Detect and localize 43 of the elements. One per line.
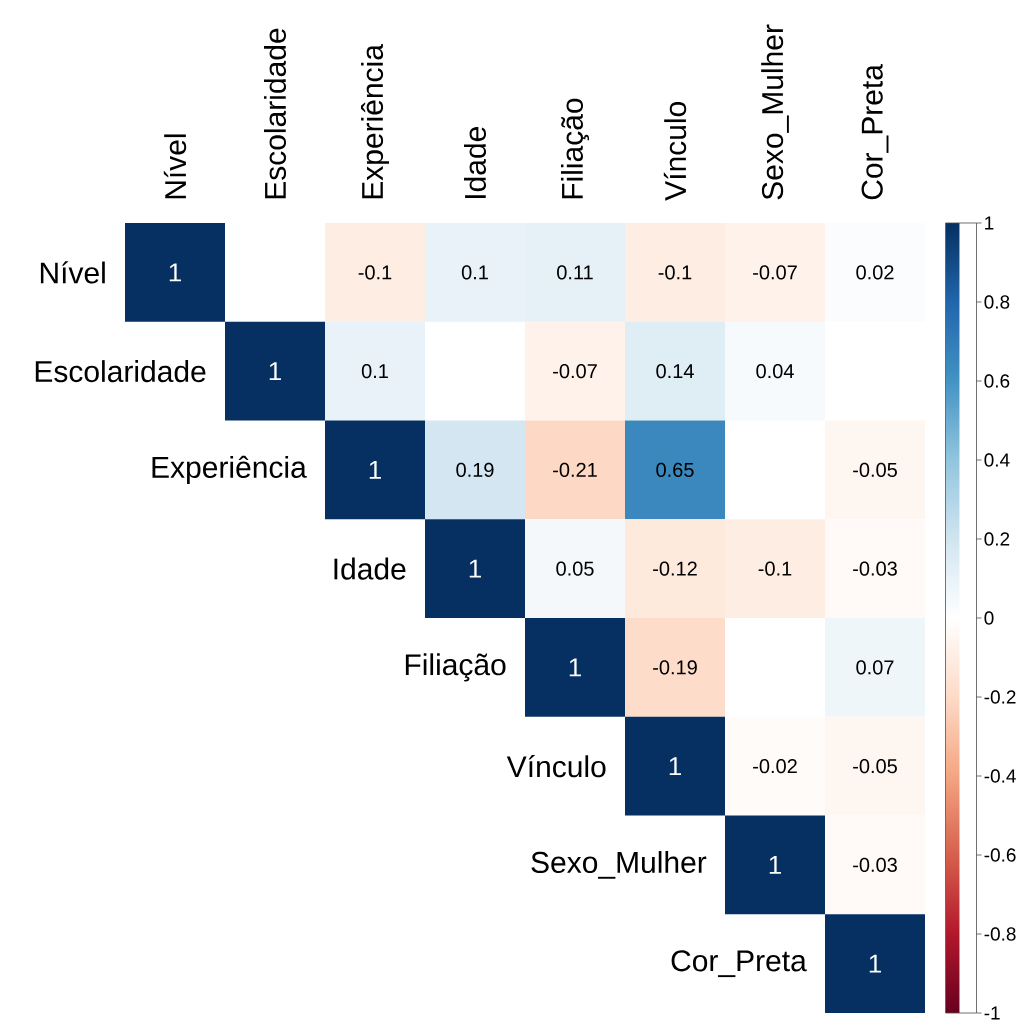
data-label: -0.12 xyxy=(653,561,697,576)
color-bar-label: 0.6 xyxy=(984,374,1010,388)
color-bar-label: -0.2 xyxy=(984,690,1016,704)
data-label: 1 xyxy=(569,658,581,677)
color-bar-label: -0.8 xyxy=(984,927,1016,941)
data-label: 1 xyxy=(369,460,381,479)
data-label: 0.19 xyxy=(456,462,494,477)
data-label: 1 xyxy=(269,362,281,381)
data-label: -0.21 xyxy=(553,462,597,477)
color-bar-label: 0.8 xyxy=(984,295,1010,309)
data-label: 1 xyxy=(669,757,681,776)
color-bar-label: 0.2 xyxy=(984,532,1010,546)
data-label: -0.03 xyxy=(853,561,897,576)
data-label: 1 xyxy=(469,559,481,578)
data-label: 1 xyxy=(169,263,181,282)
data-label: 0.07 xyxy=(856,660,894,675)
data-label: -0.03 xyxy=(853,857,897,872)
data-label: -0.1 xyxy=(658,265,692,280)
data-label: 1 xyxy=(769,855,781,874)
data-label: -0.02 xyxy=(753,759,797,774)
data-label: -0.1 xyxy=(758,561,792,576)
data-label: -0.05 xyxy=(853,759,897,774)
data-label: 0.02 xyxy=(856,265,894,280)
data-label: -0.07 xyxy=(553,364,597,379)
data-label: -0.19 xyxy=(653,660,697,675)
data-label: 1 xyxy=(869,954,881,973)
color-bar-label: 0.4 xyxy=(984,453,1010,467)
data-label: -0.1 xyxy=(358,265,392,280)
data-label: 0.65 xyxy=(656,462,694,477)
color-bar-label: -1 xyxy=(984,1006,1000,1020)
data-label: -0.07 xyxy=(753,265,797,280)
data-label: 0.1 xyxy=(361,364,388,379)
data-label: 0.04 xyxy=(756,364,794,379)
data-label: 0.1 xyxy=(461,265,488,280)
data-label: 0.14 xyxy=(656,364,694,379)
color-bar-label: -0.6 xyxy=(984,848,1016,862)
color-bar-label: 0 xyxy=(984,611,994,625)
color-bar-label: -0.4 xyxy=(984,769,1016,783)
color-bar-label: 1 xyxy=(985,216,994,230)
data-label: -0.05 xyxy=(853,462,897,477)
data-label: 0.11 xyxy=(557,265,593,280)
x-tick-label: Cor_Preta xyxy=(861,64,889,200)
data-label: 0.05 xyxy=(556,561,594,576)
